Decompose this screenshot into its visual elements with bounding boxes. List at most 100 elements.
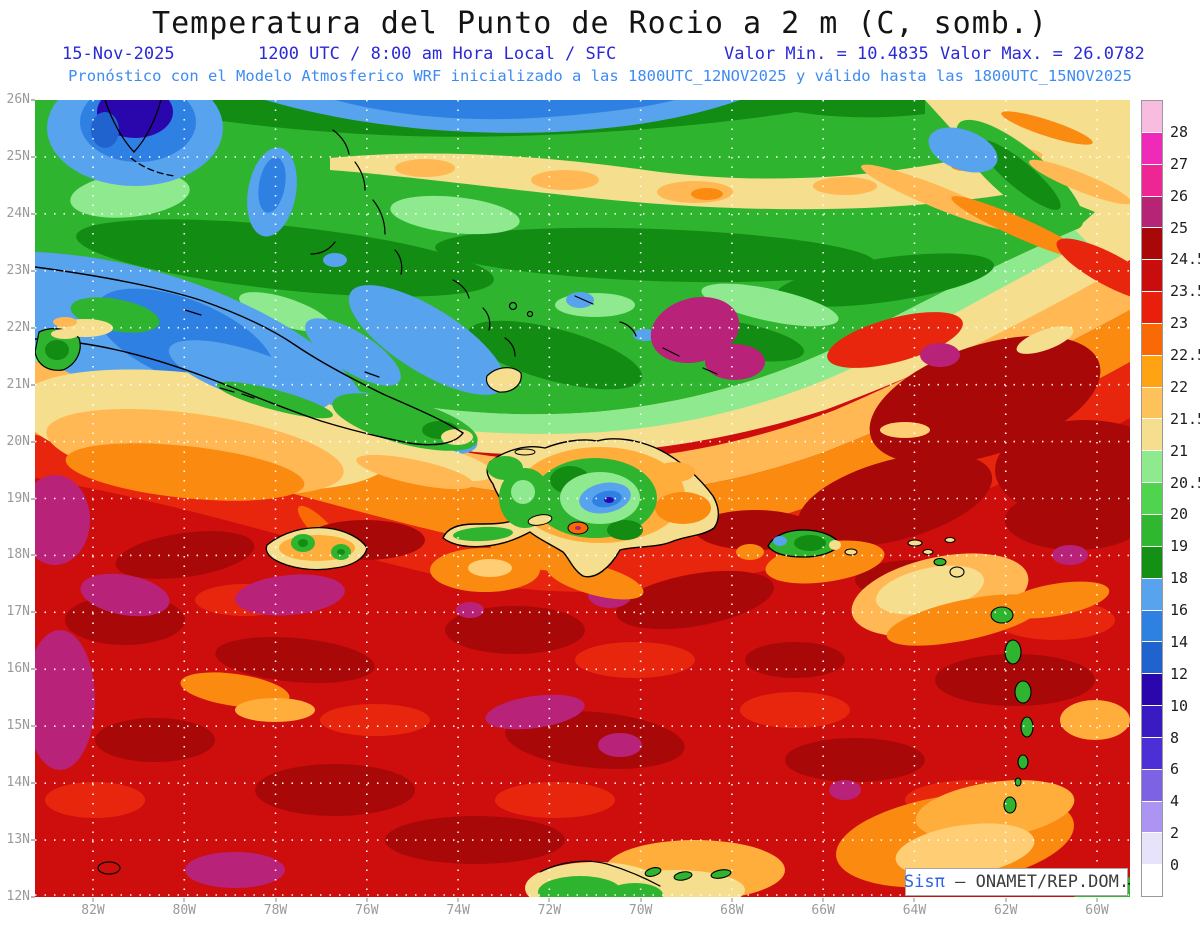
colorbar-label-6: 6 xyxy=(1170,760,1180,779)
colorbar-segment-23 xyxy=(1142,833,1162,866)
colorbar-label-18: 18 xyxy=(1170,569,1189,588)
lon-tick-64W xyxy=(913,898,916,902)
jamaica xyxy=(265,526,368,571)
lat-lon-gridlines xyxy=(35,100,1130,897)
lat-label-16N: 16N xyxy=(6,661,30,677)
lat-label-14N: 14N xyxy=(6,775,30,791)
colorbar-label-20: 20 xyxy=(1170,505,1189,524)
lat-tick-12N xyxy=(31,896,35,898)
colorbar-label-4: 4 xyxy=(1170,792,1180,811)
colorbar-segment-19 xyxy=(1142,706,1162,738)
lat-tick-20N xyxy=(31,440,35,443)
bahamas-islands xyxy=(184,129,718,399)
colorbar-segment-11 xyxy=(1142,451,1162,484)
lon-label-78W: 78W xyxy=(263,903,288,918)
colorbar-label-23.5: 23.5 xyxy=(1170,282,1200,301)
puerto-rico xyxy=(736,529,858,560)
map-canvas xyxy=(35,100,1130,897)
cuba-coastline xyxy=(35,266,465,446)
colorbar-segment-9 xyxy=(1142,387,1162,420)
colorbar-label-23: 23 xyxy=(1170,314,1189,333)
colorbar-label-19: 19 xyxy=(1170,537,1189,556)
lat-tick-13N xyxy=(31,839,35,842)
colorbar-segment-12 xyxy=(1142,483,1162,515)
colorbar-label-27: 27 xyxy=(1170,154,1189,173)
colorbar-label-8: 8 xyxy=(1170,728,1180,747)
lat-label-23N: 23N xyxy=(6,262,30,278)
lat-tick-24N xyxy=(31,212,35,215)
colorbar-label-2: 2 xyxy=(1170,824,1180,843)
colorbar-label-28: 28 xyxy=(1170,122,1189,141)
lon-label-60W: 60W xyxy=(1085,903,1109,918)
lon-tick-78W xyxy=(274,898,277,902)
lon-label-64W: 64W xyxy=(902,903,927,918)
colorbar-segment-5 xyxy=(1142,260,1162,293)
valid-date: 15-Nov-2025 xyxy=(62,44,175,64)
colorbar-segment-17 xyxy=(1142,642,1162,675)
colorbar-segment-20 xyxy=(1142,737,1162,770)
lon-tick-82W xyxy=(92,898,94,902)
lon-label-82W: 82W xyxy=(81,903,105,918)
lon-tick-74W xyxy=(457,898,460,902)
great-inagua xyxy=(485,367,522,393)
lon-tick-80W xyxy=(183,898,186,902)
lat-tick-19N xyxy=(31,497,35,500)
lon-label-66W: 66W xyxy=(811,903,835,918)
colorbar-label-22.5: 22.5 xyxy=(1170,346,1200,365)
colorbar-segment-7 xyxy=(1142,323,1162,356)
lon-tick-70W xyxy=(639,898,642,902)
colorbar-segment-15 xyxy=(1142,578,1162,611)
lat-label-25N: 25N xyxy=(6,148,30,164)
colorbar-segment-18 xyxy=(1142,674,1162,707)
colorbar-label-22: 22 xyxy=(1170,377,1189,396)
lat-tick-18N xyxy=(31,554,35,557)
colorbar-label-21.5: 21.5 xyxy=(1170,409,1200,428)
colorbar-segment-13 xyxy=(1142,514,1162,547)
valid-time: 1200 UTC / 8:00 am Hora Local / SFC xyxy=(258,44,617,64)
lon-label-76W: 76W xyxy=(355,903,379,918)
lat-tick-16N xyxy=(31,668,35,671)
lesser-antilles xyxy=(907,536,1034,814)
colorbar-segment-0 xyxy=(1142,101,1162,133)
colorbar-segment-22 xyxy=(1142,801,1162,834)
colorbar-segment-3 xyxy=(1142,196,1162,229)
watermark-separator: – xyxy=(944,872,976,892)
field-south xyxy=(35,296,1130,897)
dewpoint-field-svg xyxy=(35,100,1130,897)
lon-tick-62W xyxy=(1004,898,1007,902)
lon-label-70W: 70W xyxy=(628,903,653,918)
value-max-label: Valor Max. = 26.0782 xyxy=(940,44,1145,64)
lat-tick-23N xyxy=(31,269,35,272)
colorbar-segment-21 xyxy=(1142,769,1162,802)
lon-label-62W: 62W xyxy=(993,903,1018,918)
lat-tick-14N xyxy=(31,782,35,785)
lat-tick-15N xyxy=(31,725,35,728)
colorbar-label-0: 0 xyxy=(1170,856,1180,875)
model-run-line: Pronóstico con el Modelo Atmosferico WRF… xyxy=(68,67,1132,85)
colorbar-label-12: 12 xyxy=(1170,664,1189,683)
lat-label-24N: 24N xyxy=(6,205,30,221)
colorbar-label-14: 14 xyxy=(1170,632,1189,651)
lat-label-20N: 20N xyxy=(6,433,30,449)
lat-label-22N: 22N xyxy=(6,319,30,335)
colorbar-segment-24 xyxy=(1142,865,1162,897)
lat-label-17N: 17N xyxy=(6,604,30,620)
colorbar-segment-6 xyxy=(1142,292,1162,324)
colorbar-segment-10 xyxy=(1142,419,1162,452)
colorbar-segment-4 xyxy=(1142,228,1162,261)
colorbar-label-16: 16 xyxy=(1170,601,1189,620)
lat-tick-26N xyxy=(31,99,35,101)
lon-tick-72W xyxy=(548,898,551,902)
lon-label-80W: 80W xyxy=(172,903,196,918)
colorbar-segment-14 xyxy=(1142,546,1162,579)
colorbar-label-10: 10 xyxy=(1170,696,1189,715)
lat-label-26N: 26N xyxy=(6,92,30,107)
lon-tick-68W xyxy=(730,898,733,902)
colorbar-label-24.5: 24.5 xyxy=(1170,250,1200,269)
colorbar-segment-1 xyxy=(1142,132,1162,165)
value-min-label: Valor Min. = 10.4835 xyxy=(724,44,929,64)
colorbar-label-25: 25 xyxy=(1170,218,1189,237)
florida-keys xyxy=(130,157,176,177)
colorbar-segment-8 xyxy=(1142,355,1162,388)
colorbar-label-26: 26 xyxy=(1170,186,1189,205)
